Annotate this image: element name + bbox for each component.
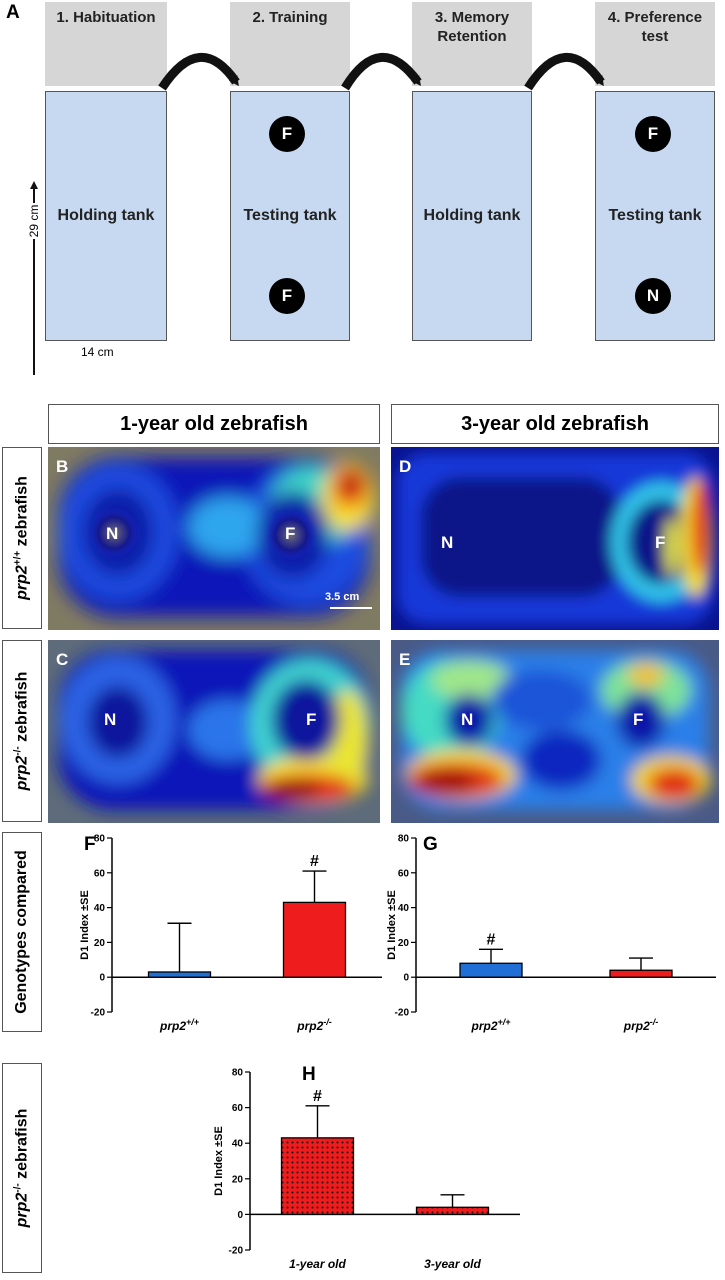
familiar-object-marker: F [269, 116, 305, 152]
y-tick-label: 60 [232, 1103, 244, 1114]
panel-letter-f: F [84, 834, 96, 855]
chart-f: -20 0 20 40 60 80 D1 Index ±SE prp2+/+ # prp2-/- [79, 834, 382, 1033]
y-tick-label: 80 [232, 1068, 244, 1079]
novel-object-label: N [461, 710, 474, 729]
y-tick-label: 60 [398, 868, 410, 879]
novel-object-label: N [104, 710, 117, 729]
category-label: 3-year old [424, 1257, 481, 1271]
y-axis-label: D1 Index ±SE [79, 890, 91, 960]
significance-mark: # [487, 931, 496, 948]
tank-label: Holding tank [423, 207, 521, 224]
chart-h: -20 0 20 40 60 80 D1 Index ±SE #1-year old 3-yea… [213, 1068, 520, 1271]
familiar-object-label: F [285, 524, 296, 543]
familiar-object-marker: F [269, 278, 305, 314]
heatmap-d: D N F [391, 447, 719, 630]
scale-bar [330, 607, 372, 609]
row-label-wildtype: prp2+/+ zebrafish [2, 447, 42, 629]
column-title-1-year: 1-year old zebrafish [48, 404, 380, 444]
curved-arrow-icon [158, 52, 240, 91]
panel-letter-g: G [423, 834, 438, 855]
step-label-line1: 3. Memory [434, 9, 510, 26]
category-label: prp2+/+ [470, 1017, 511, 1033]
y-tick-label: 40 [398, 903, 410, 914]
heatmap-c: C N F [48, 640, 380, 823]
y-tick-label: -20 [91, 1008, 106, 1019]
tank-memory: Holding tank [412, 91, 532, 341]
panel-letter-d: D [399, 457, 412, 476]
step-label-line2: Retention [437, 28, 507, 45]
panel-letter-b: B [56, 457, 69, 476]
familiar-object-label: F [655, 533, 666, 552]
novel-object-label: N [106, 524, 119, 543]
y-tick-label: 60 [94, 868, 106, 879]
bar [282, 901, 347, 978]
step-arrows [158, 52, 605, 91]
category-label: prp2-/- [296, 1017, 332, 1033]
step-memory-retention: 3. Memory Retention [412, 2, 532, 86]
familiar-object-label: F [306, 710, 317, 729]
tank-label: Holding tank [57, 207, 155, 224]
heatmap-b: B N F 3.5 cm [48, 447, 380, 630]
step-preference-test: 4. Preference test [595, 2, 715, 86]
column-title-3-year: 3-year old zebrafish [391, 404, 719, 444]
row-label-knockout-h: prp2-/- zebrafish [2, 1063, 42, 1273]
significance-mark: # [313, 1088, 322, 1105]
familiar-object-marker: F [635, 116, 671, 152]
chart-g: -20 0 20 40 60 80 D1 Index ±SE # prp2+/+ prp2-/- [386, 834, 716, 1033]
y-tick-label: 20 [94, 938, 106, 949]
step-habituation: 1. Habituation [45, 2, 167, 86]
tank-habituation: Holding tank [45, 91, 167, 341]
step-label: 2. Training [252, 9, 328, 26]
tank-label: Testing tank [243, 207, 337, 224]
category-label: prp2-/- [623, 1017, 659, 1033]
y-axis-label: D1 Index ±SE [213, 1126, 225, 1196]
y-tick-label: -20 [229, 1246, 244, 1257]
step-label: 1. Habituation [56, 9, 156, 26]
heatmap-e: E N F [391, 640, 719, 823]
panel-letter-e: E [399, 650, 411, 669]
bar [459, 962, 523, 978]
height-label: 29 cm [27, 202, 41, 240]
bar [609, 969, 673, 978]
y-tick-label: 20 [398, 938, 410, 949]
curved-arrow-icon [524, 52, 605, 91]
panel-letter-c: C [56, 650, 69, 669]
y-tick-label: 80 [94, 834, 106, 845]
y-tick-label: 40 [94, 903, 106, 914]
familiar-object-label: F [633, 710, 644, 729]
category-label: prp2+/+ [159, 1017, 200, 1033]
panel-letter-h: H [302, 1064, 316, 1085]
novel-object-marker: N [635, 278, 671, 314]
y-tick-label: 0 [237, 1210, 243, 1221]
y-axis-label: D1 Index ±SE [386, 890, 398, 960]
tank-label: Testing tank [608, 207, 702, 224]
y-tick-label: -20 [395, 1008, 410, 1019]
y-tick-label: 0 [99, 973, 105, 984]
width-label: 14 cm [78, 345, 117, 359]
panel-letter-a: A [6, 2, 20, 23]
category-label: 1-year old [289, 1257, 346, 1271]
y-tick-label: 20 [232, 1174, 244, 1185]
bar [280, 1137, 355, 1216]
dimension-arrows [30, 181, 38, 375]
significance-mark: # [310, 853, 319, 870]
bar [415, 1206, 490, 1216]
curved-arrow-icon [341, 52, 422, 91]
novel-object-label: N [441, 533, 454, 552]
row-label-knockout: prp2-/- zebrafish [2, 640, 42, 822]
y-tick-label: 40 [232, 1139, 244, 1150]
scale-bar-label: 3.5 cm [325, 591, 360, 603]
y-tick-label: 80 [398, 834, 410, 845]
bar [147, 971, 212, 978]
step-label-line1: 4. Preference [607, 9, 703, 26]
row-label-genotypes: Genotypes compared [2, 832, 42, 1032]
step-label-line2: test [641, 28, 669, 45]
step-training: 2. Training [230, 2, 350, 86]
y-tick-label: 0 [403, 973, 409, 984]
